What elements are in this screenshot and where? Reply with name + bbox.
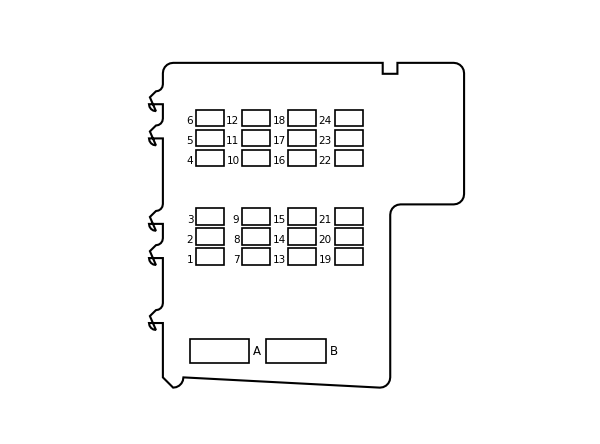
Bar	[242, 130, 270, 146]
Bar	[289, 228, 316, 245]
Bar	[266, 339, 326, 363]
Text: 21: 21	[319, 215, 332, 225]
Bar	[196, 150, 224, 166]
Text: 23: 23	[319, 136, 332, 146]
Text: 18: 18	[272, 116, 286, 127]
Text: 20: 20	[319, 235, 332, 245]
Bar	[242, 209, 270, 225]
Text: 24: 24	[319, 116, 332, 127]
Bar	[289, 150, 316, 166]
Bar	[196, 130, 224, 146]
Bar	[335, 130, 362, 146]
Bar	[289, 110, 316, 127]
Text: 16: 16	[272, 156, 286, 166]
Bar	[196, 248, 224, 265]
Text: 9: 9	[233, 215, 239, 225]
Bar	[335, 248, 362, 265]
Text: 10: 10	[226, 156, 239, 166]
Bar	[242, 228, 270, 245]
Text: 5: 5	[187, 136, 193, 146]
Bar	[335, 228, 362, 245]
Text: 13: 13	[272, 254, 286, 265]
Bar	[289, 248, 316, 265]
Bar	[289, 209, 316, 225]
Text: 14: 14	[272, 235, 286, 245]
Text: 12: 12	[226, 116, 239, 127]
Text: 19: 19	[319, 254, 332, 265]
Text: 11: 11	[226, 136, 239, 146]
Bar	[196, 209, 224, 225]
Text: 6: 6	[187, 116, 193, 127]
Text: 17: 17	[272, 136, 286, 146]
Text: 15: 15	[272, 215, 286, 225]
Bar	[196, 228, 224, 245]
Text: 22: 22	[319, 156, 332, 166]
Bar	[289, 130, 316, 146]
Bar	[335, 110, 362, 127]
Text: B: B	[330, 345, 338, 357]
Text: 7: 7	[233, 254, 239, 265]
Text: 4: 4	[187, 156, 193, 166]
Text: 2: 2	[187, 235, 193, 245]
Bar	[242, 150, 270, 166]
Bar	[335, 209, 362, 225]
Bar	[242, 248, 270, 265]
Bar	[190, 339, 250, 363]
Text: 8: 8	[233, 235, 239, 245]
Bar	[335, 150, 362, 166]
Polygon shape	[149, 63, 464, 388]
Text: 1: 1	[187, 254, 193, 265]
Text: 3: 3	[187, 215, 193, 225]
Text: A: A	[253, 345, 261, 357]
Bar	[196, 110, 224, 127]
Bar	[242, 110, 270, 127]
